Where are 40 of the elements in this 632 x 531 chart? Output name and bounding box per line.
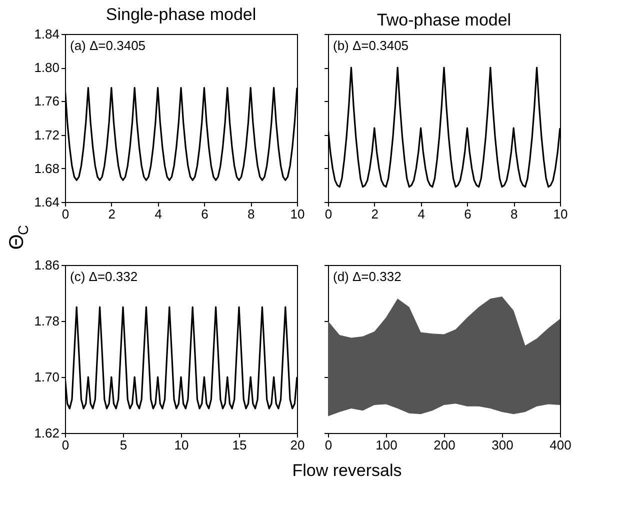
x-tick-label: 0 [62,206,70,222]
annotation: (b) Δ=0.3405 [333,38,409,53]
y-tick-label: 1.86 [34,258,60,272]
y-tick-label: 1.72 [34,127,60,142]
x-tick-label: 2 [371,206,379,222]
y-tick-label: 1.70 [34,370,60,384]
x-tick-label: 10 [553,206,568,222]
y-axis-title: ΘC [6,224,31,250]
annotation: (d) Δ=0.332 [333,269,402,284]
y-tick-label: 1.68 [34,160,60,176]
x-tick-label: 15 [232,438,247,452]
x-tick-label: 10 [174,438,189,452]
x-tick-label: 4 [418,206,425,222]
x-tick-label: 200 [434,438,456,452]
x-tick-label: 6 [201,206,208,222]
chart-title: Single-phase model [106,5,256,24]
x-tick-label: 4 [154,206,162,222]
x-tick-label: 8 [510,206,518,222]
x-tick-label: 2 [108,206,116,222]
annotation: (a) Δ=0.3405 [70,38,146,53]
y-tick-label: 1.84 [34,26,60,42]
chart-title: Two-phase model [376,10,512,30]
x-tick-label: 20 [290,438,305,452]
x-tick-label: 400 [550,438,572,452]
y-tick-label: 1.76 [34,94,60,109]
y-tick-label: 1.80 [34,60,60,76]
y-tick-label: 1.64 [34,194,60,210]
x-tick-label: 10 [290,206,305,222]
x-tick-label: 100 [376,438,398,452]
y-tick-label: 1.78 [34,314,60,328]
x-tick-label: 300 [492,438,514,452]
x-axis-title: Flow reversals [292,461,402,480]
x-tick-label: 8 [247,206,255,222]
x-tick-label: 0 [324,206,332,222]
x-tick-label: 0 [62,438,70,452]
y-tick-label: 1.62 [34,426,60,440]
annotation: (c) Δ=0.332 [70,269,138,284]
x-tick-label: 6 [464,206,472,222]
x-tick-label: 5 [120,438,128,452]
x-tick-label: 0 [324,438,332,452]
